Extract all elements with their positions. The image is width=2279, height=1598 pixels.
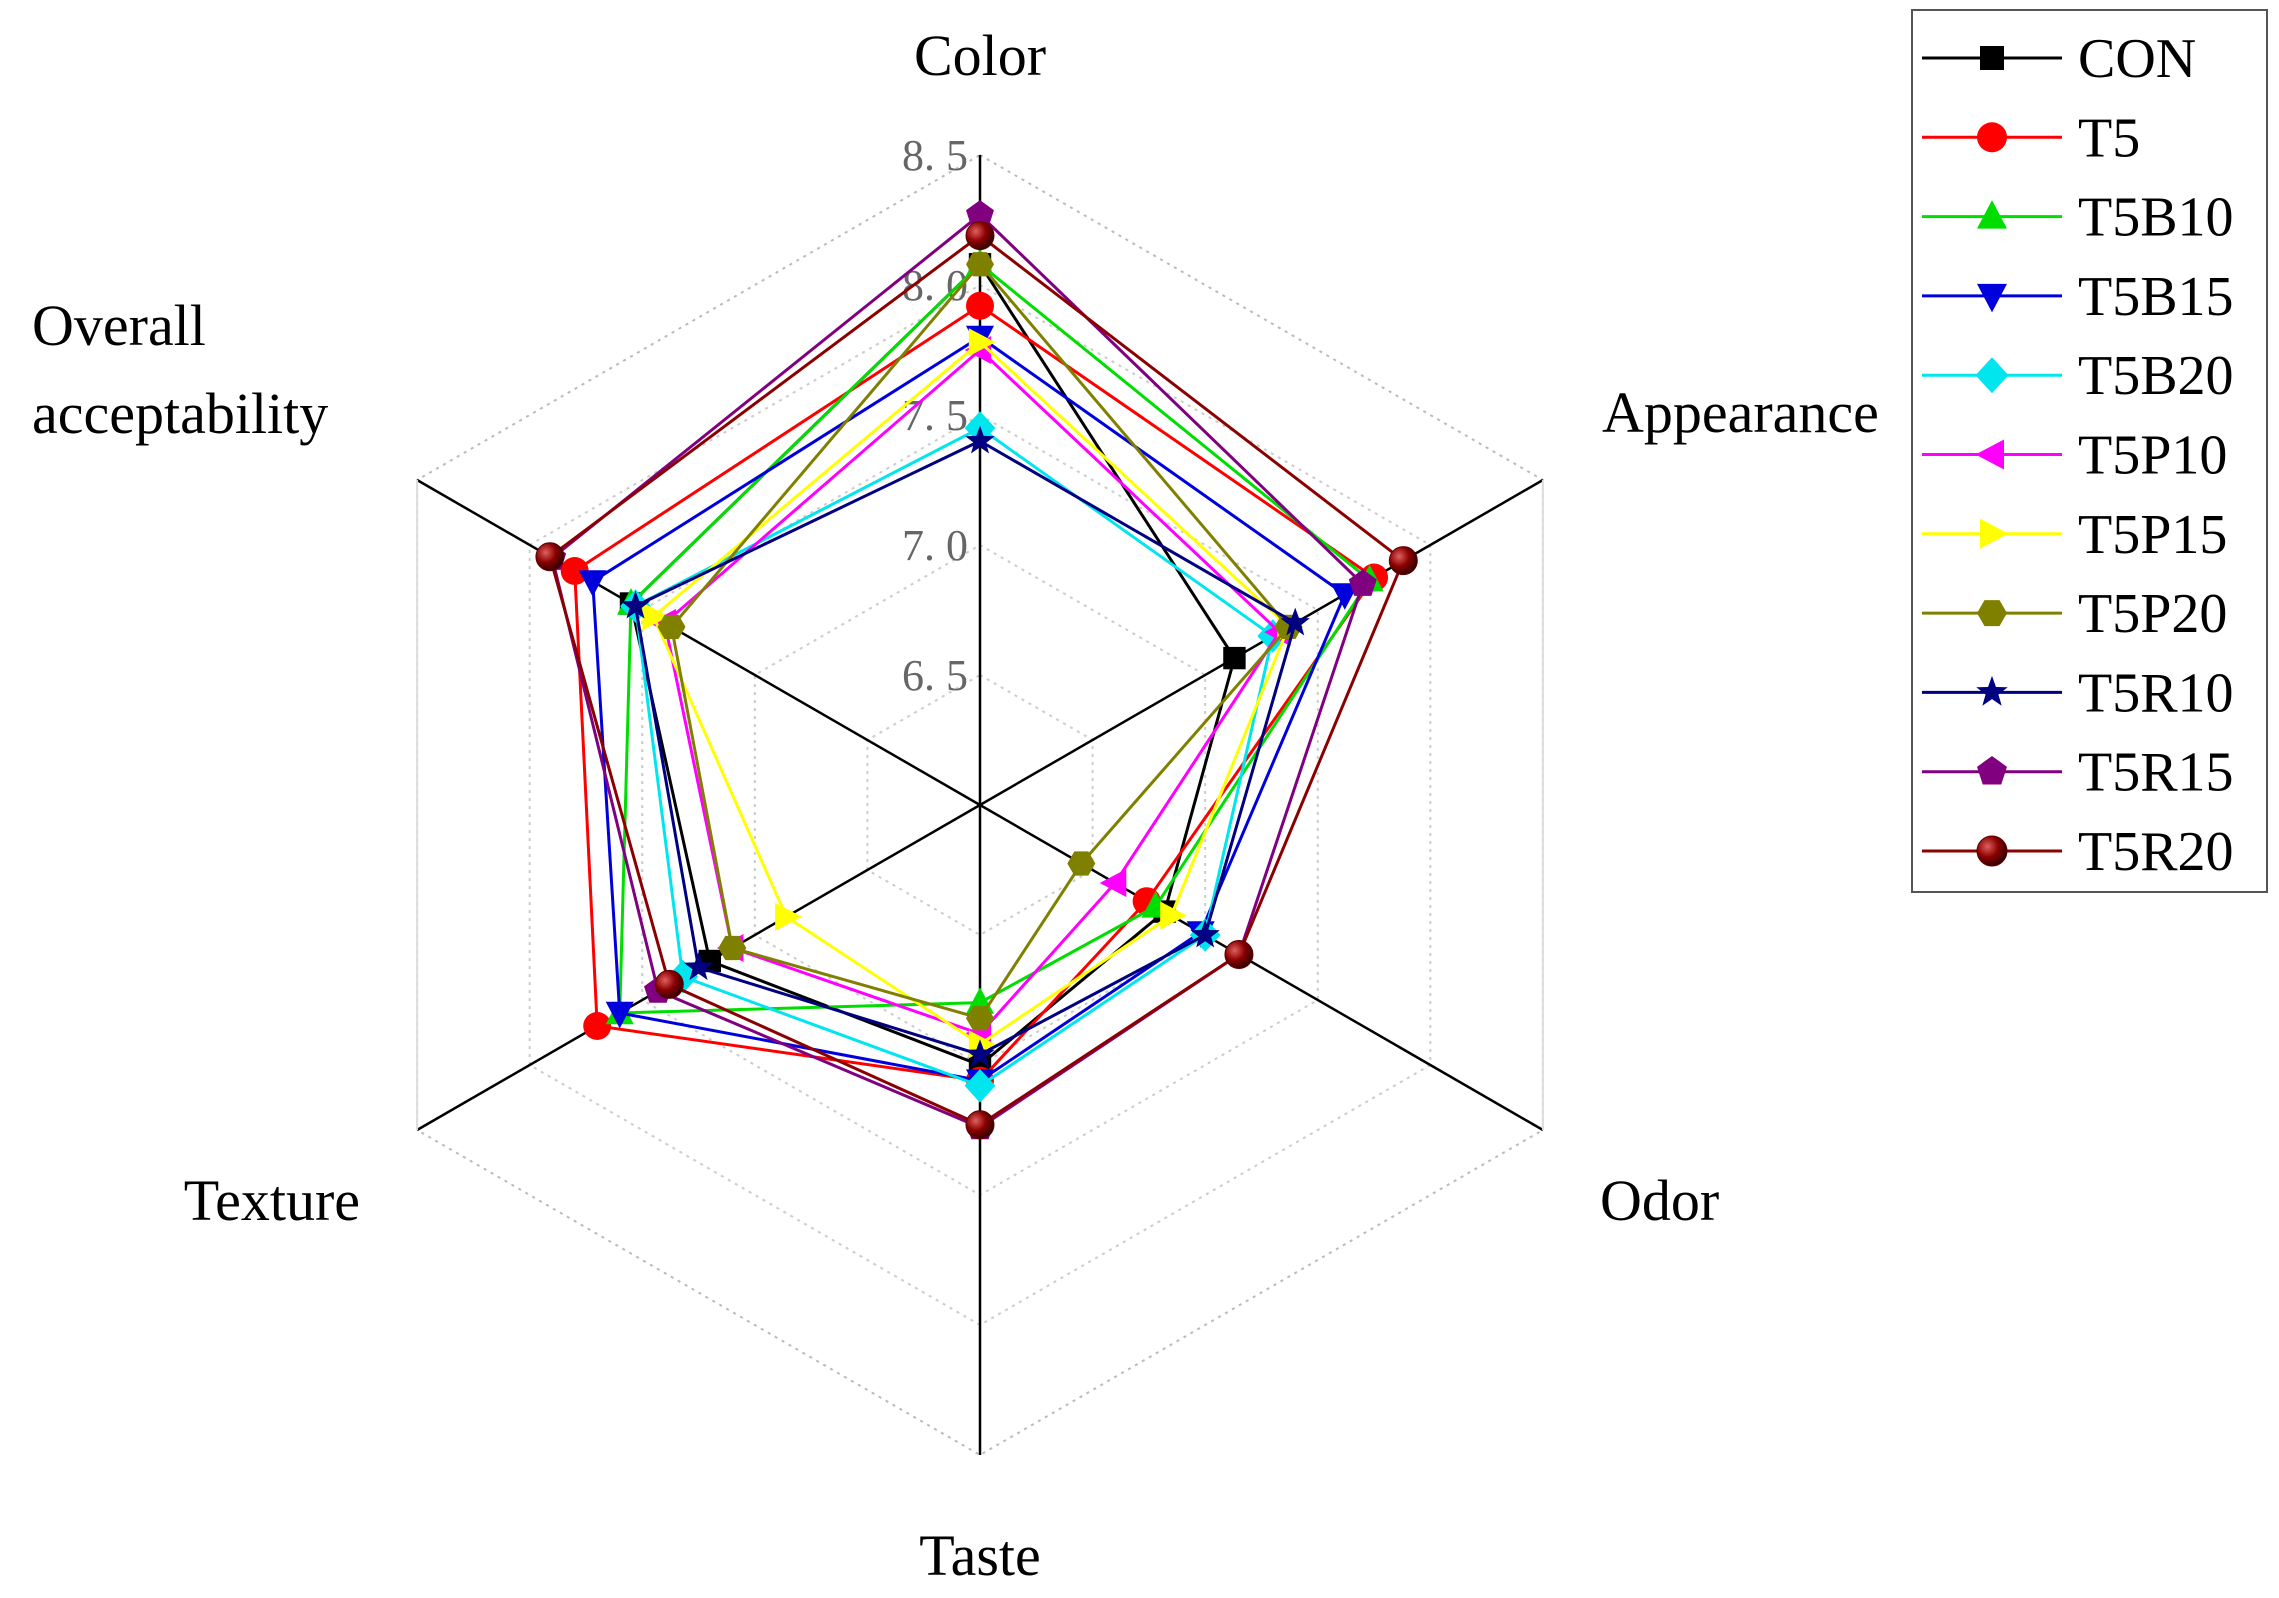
data-point	[683, 952, 714, 980]
data-point	[1975, 357, 2009, 394]
data-point	[968, 328, 996, 357]
data-point	[1977, 200, 2007, 229]
data-point	[965, 425, 995, 454]
legend-label: T5B15	[2078, 266, 2234, 328]
legend-item: T5B20	[1922, 345, 2234, 407]
data-point	[1330, 583, 1359, 610]
legend-label: T5P20	[2078, 583, 2227, 645]
axis-spoke	[416, 478, 981, 807]
data-point	[965, 221, 995, 251]
axis-label: Taste	[919, 1523, 1041, 1588]
radar-tick-labels: 6. 57. 07. 58. 08. 5	[902, 131, 968, 700]
axis-spoke	[979, 478, 1544, 807]
legend-label: T5P15	[2078, 504, 2227, 566]
axis-label: Color	[914, 23, 1046, 88]
legend-item: T5	[1922, 107, 2140, 169]
data-point	[642, 602, 669, 631]
data-point	[578, 570, 607, 597]
data-point	[1980, 518, 2009, 549]
data-point	[560, 557, 589, 585]
axis-spoke	[979, 803, 1544, 1132]
data-point	[966, 200, 994, 227]
radar-series	[535, 200, 1418, 1140]
data-point	[1067, 851, 1096, 876]
axis-label: acceptability	[32, 381, 328, 446]
data-point	[605, 1001, 634, 1029]
data-point	[583, 1012, 612, 1040]
legend-label: T5R15	[2078, 742, 2234, 804]
legend-item: T5P10	[1922, 425, 2227, 487]
legend-item: CON	[1922, 28, 2196, 90]
legend-item: T5P15	[1922, 504, 2227, 566]
axis-label: Appearance	[1602, 380, 1879, 445]
data-point	[775, 902, 802, 931]
legend-item: T5P20	[1922, 583, 2227, 645]
data-point	[1160, 901, 1187, 930]
legend-label: T5B20	[2078, 345, 2234, 407]
legend-item: T5B10	[1922, 187, 2234, 249]
data-point	[1388, 546, 1418, 576]
legend-frame	[1911, 9, 2268, 893]
legend: CON T5 T5B10 T5B15 T5B20 T5P10 T5P15 T5P20 T5R10…	[1911, 9, 2268, 893]
legend-label: T5P10	[2078, 425, 2227, 487]
series-t5r10	[620, 425, 1310, 1068]
axis-label: Odor	[1600, 1168, 1719, 1233]
data-point	[657, 614, 686, 640]
data-point	[718, 935, 747, 961]
legend-item: T5R20	[1922, 821, 2234, 883]
data-point	[1977, 122, 2007, 153]
tick-label: 6. 5	[902, 651, 968, 700]
legend-label: T5	[2078, 107, 2140, 169]
data-point	[1348, 569, 1377, 596]
legend-label: T5B10	[2078, 187, 2234, 249]
data-point	[965, 1110, 995, 1140]
data-point	[620, 590, 651, 619]
tick-label: 8. 5	[902, 131, 968, 180]
legend-label: CON	[2078, 28, 2196, 90]
data-point	[535, 542, 565, 572]
data-point	[1976, 835, 2008, 867]
axis-label: Overall	[32, 293, 206, 358]
legend-item: T5R15	[1922, 742, 2234, 804]
series-t5p20	[657, 252, 1303, 1031]
axis-label: Texture	[184, 1168, 360, 1233]
data-point	[1975, 439, 2004, 470]
data-point	[1980, 46, 2004, 70]
legend-label: T5R10	[2078, 662, 2234, 724]
data-point	[1976, 675, 2008, 706]
data-point	[654, 969, 684, 999]
data-point	[1223, 646, 1246, 670]
data-point	[1977, 600, 2007, 627]
data-point	[1977, 755, 2007, 785]
legend-item: T5R10	[1922, 662, 2234, 724]
data-point	[1224, 940, 1254, 969]
data-point	[1280, 607, 1310, 636]
data-point	[966, 252, 994, 277]
data-point	[965, 1039, 995, 1068]
data-point	[966, 291, 994, 320]
tick-label: 7. 0	[902, 521, 968, 570]
data-point	[1190, 919, 1220, 948]
data-point	[964, 1069, 996, 1103]
data-point	[1099, 869, 1127, 897]
series-t5r20	[535, 221, 1418, 1140]
legend-label: T5R20	[2078, 821, 2234, 883]
legend-item: T5B15	[1922, 266, 2234, 328]
radar-axis-labels: Color Appearance Odor Taste Texture Overall ac…	[32, 23, 1879, 1588]
data-point	[1977, 283, 2007, 313]
data-point	[966, 1006, 994, 1031]
